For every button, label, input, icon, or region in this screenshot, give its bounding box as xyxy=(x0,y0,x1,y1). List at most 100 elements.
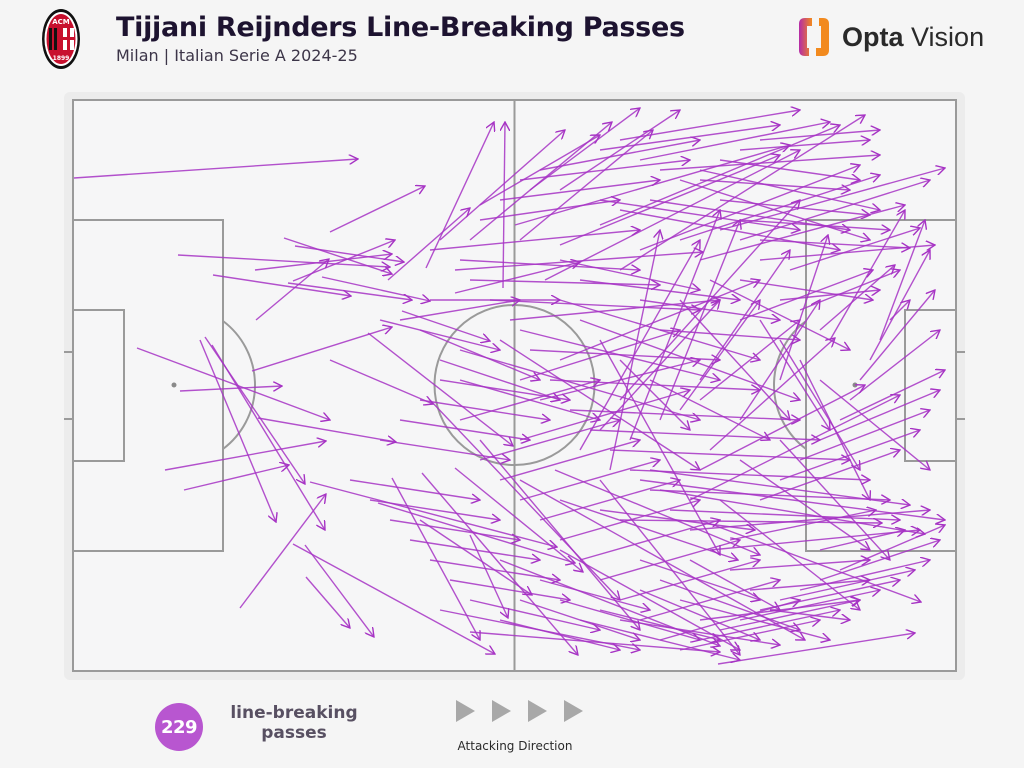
pass-arrow xyxy=(659,489,925,534)
pass-arrow xyxy=(254,254,392,271)
pass-arrow xyxy=(549,379,760,390)
attacking-direction-label: Attacking Direction xyxy=(457,739,573,753)
pass-arrow xyxy=(739,300,820,421)
pass-arrows xyxy=(73,108,945,665)
pass-arrow xyxy=(799,410,930,461)
page-subtitle: Milan | Italian Serie A 2024-25 xyxy=(116,46,358,65)
pass-arrow xyxy=(459,259,640,270)
pass-arrow xyxy=(509,300,720,321)
pass-arrow xyxy=(639,122,830,161)
pass-arrow xyxy=(559,599,700,640)
pitch-container xyxy=(64,92,965,680)
pass-arrow xyxy=(759,130,880,141)
pass-arrow xyxy=(789,228,920,271)
pass-arrow xyxy=(739,279,873,300)
pass-arrow xyxy=(559,549,740,650)
pass-arrow xyxy=(399,300,520,321)
pass-arrow xyxy=(409,539,540,560)
pass-arrow xyxy=(869,250,930,361)
pass-arrow xyxy=(559,280,760,361)
pass-arrow xyxy=(439,130,565,241)
pass-arrow xyxy=(769,609,850,620)
pass-arrow xyxy=(599,125,780,151)
pass-arrow xyxy=(479,200,620,221)
pass-arrow xyxy=(739,270,873,321)
pass-arrow xyxy=(739,140,870,151)
pass-arrow xyxy=(779,439,890,560)
pass-arrow xyxy=(519,130,653,241)
pass-arrow xyxy=(459,380,600,421)
pass-arrow xyxy=(619,115,865,271)
pass-arrow xyxy=(419,399,550,420)
pass-arrow xyxy=(729,510,876,541)
play-arrow-icon xyxy=(492,700,511,722)
pass-arrow xyxy=(689,395,900,501)
pass-arrow xyxy=(849,330,940,401)
pass-count-badge: 229 xyxy=(155,703,203,751)
pass-arrow xyxy=(454,252,703,271)
pass-arrow xyxy=(292,240,395,282)
pass-arrow xyxy=(177,254,390,267)
pass-arrow xyxy=(544,150,800,281)
brand-regular: Vision xyxy=(911,21,985,52)
pass-arrow xyxy=(212,274,351,296)
pass-arrow xyxy=(199,339,276,522)
pass-arrow xyxy=(619,560,760,601)
pass-arrow xyxy=(719,499,860,610)
pass-arrow xyxy=(699,519,921,602)
page-title: Tijjani Reijnders Line-Breaking Passes xyxy=(116,12,685,43)
pass-arrow xyxy=(829,210,905,341)
pass-arrow xyxy=(569,409,800,420)
pass-arrow xyxy=(559,259,700,290)
pass-arrow xyxy=(499,440,640,481)
pass-arrow xyxy=(599,609,720,640)
pass-arrow xyxy=(619,520,882,523)
pass-arrow xyxy=(639,559,760,600)
pass-arrow xyxy=(759,580,900,611)
pass-arrow xyxy=(136,347,330,420)
pass-arrow xyxy=(579,520,720,561)
play-arrow-icon xyxy=(456,700,475,722)
pass-arrow xyxy=(839,370,945,421)
pass-arrow xyxy=(367,332,513,446)
pass-arrow xyxy=(689,510,930,531)
pass-arrow xyxy=(419,519,532,595)
pass-arrow xyxy=(679,179,870,240)
header: ACM 1899 Tijjani Reijnders Line-Breaking… xyxy=(0,0,1024,80)
pass-arrow xyxy=(889,300,910,321)
pass-arrow xyxy=(399,419,530,440)
attacking-direction-arrows xyxy=(456,700,583,722)
pass-arrow xyxy=(859,290,935,381)
pass-arrow xyxy=(469,631,720,652)
pass-arrow xyxy=(779,235,828,381)
pass-arrow xyxy=(454,262,580,294)
pass-arrow xyxy=(469,279,660,285)
pass-arrow xyxy=(749,580,870,591)
pass-arrow xyxy=(454,467,583,572)
pass-arrow xyxy=(287,282,412,300)
pass-arrow xyxy=(421,472,578,655)
pass-arrow xyxy=(599,479,740,655)
pass-arrow xyxy=(709,530,920,551)
pass-arrow xyxy=(379,439,510,460)
pass-arrow xyxy=(499,559,720,646)
pass-arrow xyxy=(739,180,930,241)
pass-arrow xyxy=(799,359,870,500)
pass-arrow xyxy=(73,159,358,179)
pass-arrow xyxy=(469,534,508,618)
pass-arrow xyxy=(839,525,945,571)
pass-arrow xyxy=(305,576,350,628)
opta-logo-icon xyxy=(799,18,829,56)
pass-arrow xyxy=(304,544,374,637)
pass-arrow xyxy=(429,559,560,580)
pass-arrow xyxy=(529,349,720,360)
pass-arrow xyxy=(689,559,780,610)
pass-arrow xyxy=(649,379,770,440)
pass-arrow xyxy=(401,310,490,341)
pitch-pass-map xyxy=(64,99,965,672)
pass-arrow xyxy=(379,319,500,350)
pass-arrow xyxy=(599,199,800,230)
pass-arrow xyxy=(539,579,650,610)
pass-arrow xyxy=(659,220,740,421)
pass-arrow xyxy=(699,600,860,621)
